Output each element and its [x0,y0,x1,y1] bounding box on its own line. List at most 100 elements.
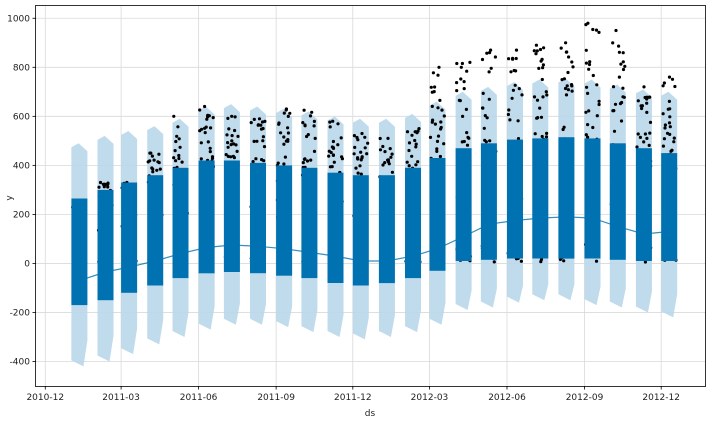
y-tick-label: 0 [24,259,30,269]
observed-point [480,57,485,62]
observed-point [488,51,492,55]
forecast-bar [558,137,575,259]
observed-point [538,47,543,52]
observed-point [621,51,625,55]
observed-point [352,134,356,138]
observed-point [414,142,418,146]
forecast-bar [121,182,138,293]
observed-point [208,146,212,150]
observed-point [619,119,624,123]
observed-point [282,142,286,146]
observed-point [588,60,592,64]
observed-point [430,90,434,94]
observed-point [150,154,154,158]
observed-point [208,150,212,154]
observed-point [209,126,213,130]
observed-point [516,137,521,141]
observed-point [571,65,575,69]
observed-point [200,127,204,131]
observed-point [328,120,332,124]
observed-point [284,139,288,143]
observed-point [597,30,601,34]
observed-point [544,135,549,139]
x-tick-label: 2012-06 [488,393,526,403]
observed-point [431,71,435,75]
observed-point [387,162,391,166]
observed-point [431,118,435,122]
x-tick-label: 2012-09 [566,393,604,403]
observed-point [177,156,181,161]
observed-point [378,136,382,141]
observed-point [636,132,640,136]
observed-point [559,46,563,50]
observed-point [621,67,626,72]
observed-point [381,144,385,149]
observed-point [534,52,538,56]
observed-point [226,154,230,158]
observed-point [462,87,466,91]
observed-point [534,43,539,47]
observed-point [436,134,441,138]
x-tick-label: 2011-12 [334,393,372,403]
observed-point [591,73,595,78]
forecast-bar [378,175,395,284]
forecast-bar [661,153,678,261]
observed-point [516,119,520,123]
observed-point [617,44,621,48]
observed-point [533,132,537,136]
observed-point [586,135,590,139]
observed-point [540,77,544,82]
observed-point [483,114,487,118]
observed-point [645,110,649,114]
observed-point [669,149,673,153]
observed-point [407,141,412,145]
y-tick-label: 800 [13,63,30,73]
observed-point [570,89,574,93]
observed-point [339,136,343,140]
observed-point [544,90,548,94]
y-tick-label: 600 [13,112,30,122]
observed-point [566,70,570,75]
observed-point [203,104,207,109]
forecast-bar [429,158,446,271]
observed-point [618,102,623,106]
observed-point [673,84,677,89]
observed-point [539,59,543,63]
observed-point [359,150,363,154]
observed-point [542,46,546,50]
observed-point [460,61,464,66]
observed-point [464,107,468,111]
observed-point [587,109,591,113]
observed-point [612,129,617,133]
observed-point [286,126,290,130]
observed-point [106,185,110,189]
observed-point [564,93,569,97]
observed-point [539,257,544,261]
observed-point [230,114,234,118]
observed-point [512,68,516,73]
observed-point [97,185,101,189]
observed-point [353,145,357,149]
observed-point [564,41,568,45]
observed-point [286,131,290,135]
observed-point [465,143,470,147]
observed-point [231,154,235,158]
observed-point [667,99,672,103]
observed-point [262,145,267,149]
observed-point [507,108,511,112]
observed-point [106,181,110,185]
observed-point [458,99,462,103]
observed-point [584,110,588,114]
observed-point [230,134,234,138]
observed-point [252,139,256,143]
observed-point [455,81,459,85]
observed-point [667,75,672,79]
observed-point [668,125,672,129]
observed-point [428,135,433,139]
observed-point [597,99,601,103]
observed-point [312,149,317,153]
observed-point [485,116,489,120]
observed-point [433,85,437,89]
observed-point [327,154,331,158]
observed-point [532,95,537,99]
